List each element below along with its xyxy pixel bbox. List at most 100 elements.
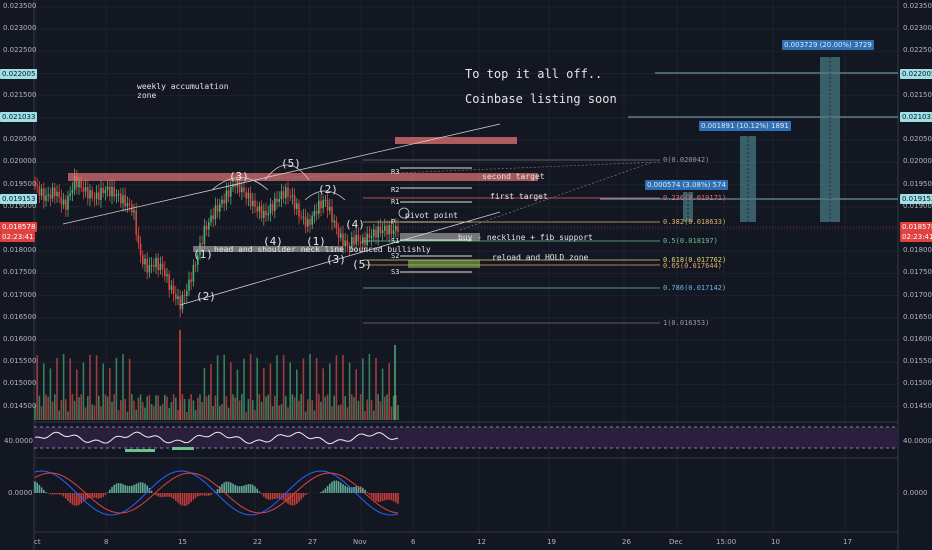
volume-bar (300, 394, 302, 420)
volume-bar (302, 358, 305, 420)
candle-body (91, 190, 93, 198)
candle-body (139, 243, 142, 256)
rsi-oversold-mark (125, 449, 155, 452)
macd-histogram-bar (234, 484, 236, 493)
candle-body (260, 205, 263, 218)
candle-body (379, 226, 382, 234)
volume-bar (304, 411, 307, 420)
candle-body (307, 219, 309, 227)
volume-bar (124, 399, 126, 420)
candle-body (223, 199, 225, 204)
volume-bar (318, 394, 320, 420)
volume-bar (289, 362, 291, 420)
volume-bar (137, 397, 140, 420)
volume-bar (38, 395, 41, 420)
candle-body (311, 216, 313, 225)
candle-body (36, 184, 38, 187)
macd-histogram-bar (76, 493, 78, 506)
macd-histogram-bar (346, 486, 349, 493)
overlays (34, 57, 898, 324)
candle-body (146, 258, 148, 273)
price-tick-right: 0.017500 (903, 268, 932, 277)
macd-line (34, 470, 399, 516)
macd-histogram-bar (155, 493, 157, 496)
macd-histogram-bar (392, 493, 395, 502)
candle-body (170, 285, 173, 290)
macd-histogram-bar (34, 481, 36, 493)
macd-histogram-bar (274, 493, 276, 499)
candle-body (293, 195, 296, 209)
macd-histogram-bar (38, 484, 41, 493)
candle-body (56, 191, 58, 197)
candle-body (298, 203, 300, 217)
volume-bar (245, 411, 247, 420)
time-tick: 12 (477, 538, 486, 546)
candle-body (124, 195, 126, 207)
macd-histogram-bar (280, 493, 283, 500)
price-tick-right: 0.015000 (903, 379, 932, 388)
second-target-label: second target (482, 172, 545, 181)
macd-histogram-bar (51, 493, 54, 495)
pivot-s3: S3 (391, 268, 400, 276)
macd-histogram-bar (192, 493, 195, 500)
macd-histogram-bar (368, 493, 371, 496)
candle-body (236, 179, 239, 187)
macd-histogram-bar (67, 493, 69, 501)
candle-body (214, 205, 217, 220)
volume-bar (324, 396, 327, 420)
candle-body (113, 187, 115, 197)
volume-bar (320, 401, 322, 420)
candle-body (221, 199, 223, 204)
pivot-point-label: pivot point (405, 211, 458, 220)
volume-bar (241, 394, 243, 420)
candle-body (263, 210, 265, 218)
volume-bar (128, 358, 131, 420)
macd-histogram-bar (351, 487, 353, 493)
candle-body (87, 187, 89, 199)
volume-bar (194, 409, 197, 420)
volume-bar (166, 396, 168, 420)
price-tick-right: 0.016000 (903, 335, 932, 343)
candle-body (375, 229, 377, 238)
candle-body (194, 264, 197, 266)
volume-bar (183, 398, 186, 420)
rsi-oversold-mark (172, 447, 194, 450)
price-tick-left: 0.015500 (3, 357, 37, 366)
volume-bar (135, 409, 137, 420)
candle-body (335, 220, 338, 229)
candle-body (133, 210, 135, 213)
price-tick-right: 0.023000 (903, 24, 932, 33)
macd-histogram-bar (73, 493, 76, 506)
volume-bar (186, 411, 188, 420)
macd-histogram-bar (249, 484, 252, 493)
volume-bar (203, 367, 206, 420)
price-tick-right: 0.017000 (903, 290, 932, 299)
volume-bar (287, 407, 289, 420)
volume-bar (36, 355, 38, 420)
candle-body (267, 213, 269, 216)
macd-histogram-bar (245, 484, 247, 493)
candle-body (183, 294, 186, 297)
target-label-3: 0.003729 (20.00%) 3729 (782, 40, 874, 50)
volume-bar (392, 395, 395, 420)
wave-label-4a: (4) (263, 235, 283, 248)
macd-histogram-bar (65, 493, 67, 499)
volume-bar (395, 395, 397, 420)
candle-body (150, 264, 153, 266)
macd-histogram-bar (175, 493, 177, 501)
candle-body (51, 187, 54, 199)
price-tick-left: 0.017500 (3, 268, 37, 277)
buy-neckline-label: buy - neckline + fib support (458, 233, 593, 242)
macd-histogram-bar (172, 493, 175, 499)
candle-body (190, 279, 192, 282)
candle-body (337, 228, 340, 238)
volume-bar (326, 394, 329, 420)
volume-bar (252, 400, 254, 420)
volume-bar (267, 394, 269, 420)
volume-bar (205, 396, 208, 420)
candle-body (252, 200, 254, 206)
macd-histogram-bar (366, 492, 368, 493)
volume-bar (364, 411, 366, 420)
volume-bar (197, 397, 199, 420)
